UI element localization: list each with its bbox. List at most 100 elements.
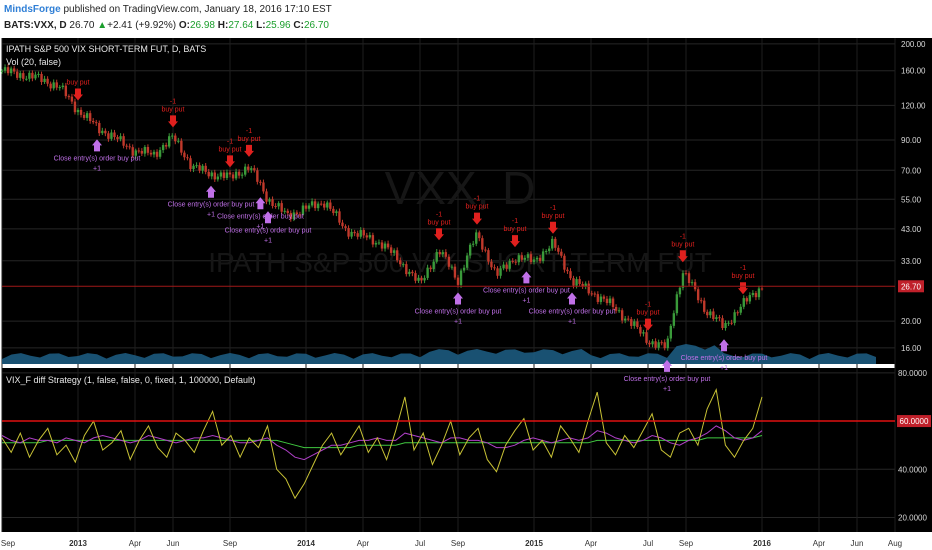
signal-exit-label: Close entry(s) order buy put: [217, 213, 304, 220]
candle-body: [602, 296, 606, 299]
buy-arrow-icon: [567, 292, 577, 305]
candle-body: [745, 298, 748, 302]
candle-body: [535, 257, 539, 260]
candle-body: [180, 140, 183, 153]
signal-entry-label: buy put: [238, 136, 261, 143]
candle-body: [478, 232, 481, 239]
candle-body: [46, 78, 49, 84]
candle-body: [678, 287, 682, 295]
signal-qty-label: -1: [170, 98, 176, 105]
candle-body: [593, 293, 596, 295]
candle-body: [374, 243, 378, 245]
signal-entry-label: buy put: [219, 146, 242, 153]
sell-arrow-icon: [168, 115, 178, 128]
time-tick-label: 2015: [525, 539, 543, 548]
price-tick-label: 20.00: [901, 317, 922, 326]
candle-body: [633, 321, 636, 326]
candle-body: [456, 277, 460, 285]
candle-body: [98, 123, 101, 134]
candle-body: [189, 158, 192, 170]
candle-body: [131, 147, 134, 156]
candle-body: [256, 170, 259, 182]
sell-arrow-icon: [434, 228, 444, 241]
sell-arrow-icon: [510, 235, 520, 248]
signal-qty-label: -1: [246, 128, 252, 135]
candle-body: [520, 255, 524, 260]
candle-body: [450, 266, 454, 268]
candle-body: [687, 273, 691, 284]
candle-body: [736, 312, 739, 314]
candle-body: [617, 310, 621, 312]
candle-body: [295, 212, 299, 215]
candle-body: [67, 96, 71, 98]
osc-tick-label: 20.0000: [898, 514, 927, 523]
candle-body: [268, 199, 271, 202]
candle-body: [484, 249, 487, 251]
sell-arrow-icon: [677, 250, 688, 263]
buy-arrow-icon: [521, 271, 532, 284]
candle-body: [113, 132, 116, 138]
publish-info: published on TradingView.com, January 18…: [63, 4, 332, 15]
candle-body: [651, 341, 654, 345]
candle-body: [283, 210, 286, 212]
signal-qty-label: -1: [227, 138, 233, 145]
candle-body: [423, 277, 426, 281]
candle-body: [675, 294, 679, 314]
signal-qty-label: +1: [207, 212, 215, 219]
candle-body: [201, 165, 204, 171]
signal-qty-label: +1: [93, 165, 101, 172]
open-label: O:: [178, 20, 190, 31]
candle-body: [216, 176, 220, 180]
price-tick-label: 90.00: [901, 136, 922, 145]
candle-body: [511, 261, 514, 263]
price-tick-label: 16.00: [901, 344, 922, 353]
author-link[interactable]: MindsForge: [4, 4, 61, 15]
candle-body: [435, 252, 438, 262]
candle-body: [171, 135, 174, 137]
candle-body: [9, 68, 13, 74]
candle-body: [411, 271, 414, 274]
close-label: C:: [293, 20, 304, 31]
candle-body: [64, 85, 68, 97]
buy-arrow-icon: [255, 197, 266, 210]
signal-exit-label: Close entry(s) order buy put: [54, 155, 141, 162]
candle-body: [405, 264, 408, 275]
candle-body: [605, 298, 609, 304]
candle-body: [313, 201, 317, 209]
candle-body: [161, 145, 165, 151]
candle-body: [104, 130, 107, 134]
sell-arrow-icon: [548, 221, 558, 234]
candle-body: [754, 293, 758, 298]
candle-body: [551, 238, 554, 249]
candle-body: [116, 137, 119, 140]
candle-body: [186, 157, 189, 159]
candle-body: [417, 277, 420, 281]
candle-body: [274, 205, 277, 207]
candle-body: [195, 165, 198, 167]
oscillator-series-line: [2, 435, 763, 449]
candle-body: [669, 325, 672, 339]
signal-exit-label: Close entry(s) order buy put: [529, 309, 616, 316]
candle-body: [389, 247, 393, 253]
candle-body: [499, 268, 502, 276]
candle-body: [219, 172, 223, 177]
signal-exit-label: Close entry(s) order buy put: [168, 202, 255, 209]
oscillator-series-line: [1, 388, 763, 500]
candle-body: [620, 310, 624, 321]
candle-body: [183, 152, 186, 158]
candle-body: [654, 341, 657, 348]
time-tick-label: 2014: [297, 539, 315, 548]
candle-body: [332, 208, 335, 214]
signal-qty-label: +1: [454, 319, 462, 326]
candle-body: [31, 72, 34, 79]
candle-body: [207, 171, 210, 177]
candle-body: [630, 319, 633, 326]
candle-body: [350, 231, 353, 237]
candle-body: [681, 273, 685, 288]
low-label: L:: [256, 20, 266, 31]
symbol-label: BATS:VXX, D: [4, 20, 67, 31]
candle-body: [0, 70, 4, 72]
candle-body: [496, 268, 499, 276]
volume-area: [2, 344, 876, 364]
